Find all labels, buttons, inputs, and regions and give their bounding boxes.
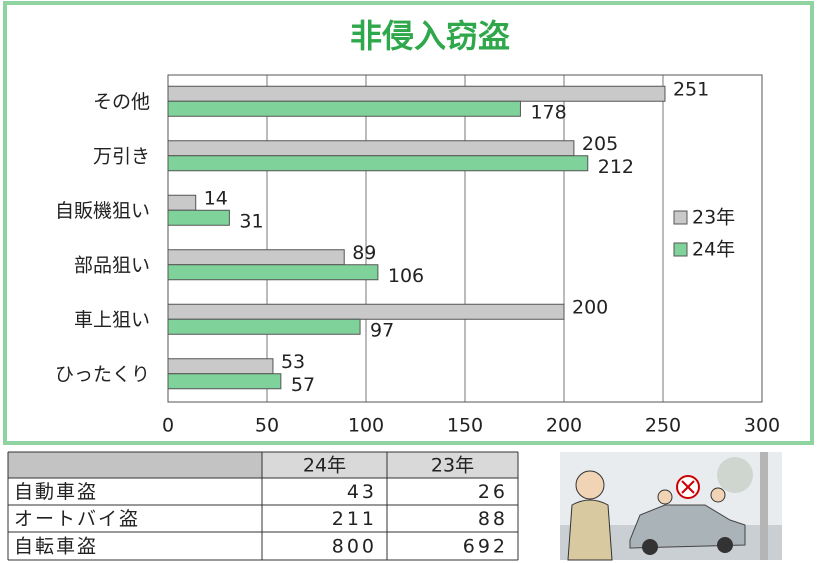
- legend-swatch: [674, 211, 687, 224]
- y-tick-label: ひったくり: [55, 363, 150, 385]
- bar: [168, 319, 360, 334]
- bar: [168, 86, 665, 101]
- wheel: [717, 537, 733, 553]
- person-body: [568, 500, 612, 560]
- legend-label: 23年: [692, 207, 735, 229]
- chart-title: 非侵入窃盗: [350, 17, 510, 55]
- table-cell: 88: [478, 508, 508, 530]
- value-label: 106: [388, 265, 424, 287]
- value-label: 31: [239, 210, 263, 232]
- bar: [168, 101, 520, 116]
- legend-swatch: [674, 243, 687, 256]
- legend-label: 24年: [692, 239, 735, 261]
- bar: [168, 374, 281, 389]
- value-label: 251: [673, 78, 709, 100]
- tree: [717, 457, 753, 493]
- pole: [760, 452, 768, 560]
- bar: [168, 156, 588, 171]
- bar: [168, 304, 564, 319]
- bar: [168, 210, 229, 225]
- value-label: 97: [370, 319, 394, 341]
- table-row-label: 自動車盗: [14, 481, 98, 503]
- table-corner: [8, 452, 262, 478]
- bar: [168, 195, 196, 210]
- x-tick-label: 250: [645, 415, 681, 437]
- thief-head: [658, 490, 672, 504]
- illustration: [560, 452, 782, 560]
- bar: [168, 250, 344, 265]
- value-label: 178: [530, 101, 566, 123]
- value-label: 57: [291, 374, 315, 396]
- wheel: [642, 539, 658, 555]
- value-label: 14: [204, 187, 228, 209]
- x-tick-label: 200: [546, 415, 582, 437]
- table-row-label: 自転車盗: [14, 536, 98, 558]
- x-tick-label: 0: [162, 415, 174, 437]
- y-tick-label: 自販機狙い: [55, 200, 150, 222]
- value-label: 53: [281, 351, 305, 373]
- y-tick-label: 部品狙い: [74, 254, 150, 276]
- table-header: 23年: [431, 455, 474, 477]
- value-label: 200: [572, 296, 608, 318]
- x-tick-label: 150: [447, 415, 483, 437]
- y-tick-label: 万引き: [93, 145, 150, 167]
- x-tick-label: 300: [744, 415, 780, 437]
- x-tick-label: 50: [255, 415, 279, 437]
- bar: [168, 141, 574, 156]
- bar: [168, 265, 378, 280]
- table-cell: 43: [347, 481, 377, 503]
- x-tick-label: 100: [348, 415, 384, 437]
- value-label: 205: [582, 133, 618, 155]
- page: 非侵入窃盗 050100150200250300その他251178万引き2052…: [0, 0, 819, 563]
- y-tick-label: その他: [93, 91, 150, 113]
- y-tick-label: 車上狙い: [74, 309, 150, 331]
- table-cell: 26: [478, 481, 508, 503]
- person-head: [576, 471, 604, 499]
- bar: [168, 359, 273, 374]
- table-header: 24年: [303, 455, 346, 477]
- table-cell: 692: [463, 536, 508, 558]
- table-cell: 211: [332, 508, 377, 530]
- value-label: 212: [598, 156, 634, 178]
- value-label: 89: [352, 242, 376, 264]
- table-row-label: オートバイ盗: [14, 508, 140, 530]
- table-cell: 800: [332, 536, 377, 558]
- thief-head: [711, 488, 725, 502]
